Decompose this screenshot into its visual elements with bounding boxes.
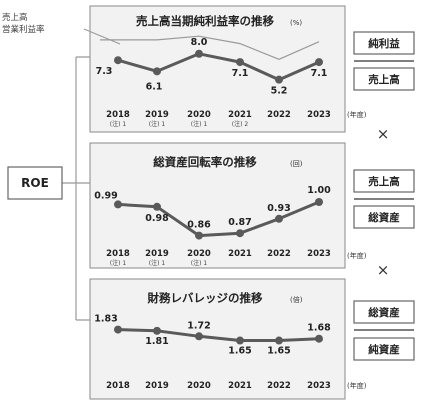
data-point-2-2023: [315, 198, 323, 206]
year-label-3-2022: 2022: [267, 381, 291, 391]
series-line-1: [117, 52, 320, 82]
year-note-1-2020: (注) 1: [191, 120, 208, 128]
numerator-label-2: 売上高: [368, 175, 400, 188]
data-label-3-2023: 1.68: [307, 323, 331, 334]
secondary-series-line: [100, 35, 320, 60]
numerator-box-1: [353, 31, 415, 55]
legend-leader-line: [83, 28, 121, 45]
data-label-2-2018: 0.99: [94, 190, 117, 201]
data-label-1-2020: 8.0: [191, 37, 208, 48]
data-point-1-2023: [315, 58, 323, 67]
denominator-label-3: 純資産: [368, 343, 400, 356]
chart-title-unit-2: (回): [290, 160, 303, 168]
unit-year-2: (年度): [347, 251, 367, 260]
year-label-1-2021: 2021: [228, 110, 252, 120]
year-label-2-2019: 2019: [145, 249, 169, 259]
data-point-3-2019: [153, 326, 161, 335]
year-label-3-2023: 2023: [307, 381, 331, 391]
data-label-2-2023: 1.00: [307, 185, 331, 196]
data-point-3-2022: [275, 336, 283, 345]
data-label-3-2021: 1.65: [228, 346, 251, 357]
data-point-2-2022: [275, 214, 283, 223]
roe-connector: [62, 56, 90, 321]
data-point-1-2020: [195, 49, 203, 58]
data-label-1-2023: 7.1: [311, 68, 328, 79]
unit-year-3: (年度): [347, 381, 367, 390]
data-label-3-2022: 1.65: [267, 346, 290, 357]
data-label-3-2019: 1.81: [145, 336, 168, 347]
year-label-1-2018: 2018: [106, 110, 130, 120]
denominator-box-3: [353, 337, 415, 361]
data-label-2-2021: 0.87: [228, 217, 251, 228]
year-note-2-2020: (注) 1: [191, 259, 208, 267]
chart-title-unit-3: (倍): [290, 295, 303, 304]
data-label-1-2019: 6.1: [146, 81, 163, 92]
legend-note-line2: 営業利益率: [2, 24, 45, 35]
year-label-3-2020: 2020: [187, 381, 211, 391]
numerator-box-2: [353, 169, 415, 193]
data-point-3-2020: [195, 332, 203, 341]
denominator-box-1: [353, 67, 415, 91]
times-symbol-2: ×: [377, 261, 390, 279]
data-label-1-2021: 7.1: [232, 68, 249, 79]
numerator-box-3: [353, 300, 415, 324]
year-note-2-2018: (注) 1: [110, 259, 127, 267]
data-point-3-2023: [315, 334, 323, 343]
legend-note-line1: 売上高: [2, 12, 28, 23]
year-label-3-2019: 2019: [145, 381, 169, 391]
data-point-2-2021: [236, 229, 244, 238]
times-symbol-1: ×: [377, 125, 390, 143]
year-label-2-2023: 2023: [307, 249, 331, 259]
year-label-3-2021: 2021: [228, 381, 252, 391]
year-label-2-2018: 2018: [106, 249, 130, 259]
data-point-1-2019: [153, 67, 161, 76]
year-label-2-2022: 2022: [267, 249, 291, 259]
roe-label: ROE: [21, 176, 49, 190]
chart-title-3: 財務レバレッジの推移: [147, 291, 263, 305]
data-point-1-2018: [114, 56, 122, 65]
unit-year-1: (年度): [347, 110, 367, 119]
year-note-1-2021: (注) 2: [232, 120, 249, 128]
data-point-2-2020: [195, 231, 203, 240]
data-label-3-2018: 1.83: [94, 314, 117, 325]
year-note-2-2019: (注) 1: [149, 259, 166, 267]
chart-title-2: 総資産回転率の推移: [153, 155, 257, 169]
data-label-2-2019: 0.98: [145, 213, 169, 224]
chart-title-1: 売上高当期純利益率の推移: [136, 14, 274, 28]
year-label-2-2021: 2021: [228, 249, 252, 259]
year-note-1-2019: (注) 1: [149, 120, 166, 128]
data-label-3-2020: 1.72: [187, 320, 210, 331]
numerator-label-3: 総資産: [368, 306, 400, 319]
data-label-1-2018: 7.3: [96, 66, 113, 77]
numerator-label-1: 純利益: [368, 37, 400, 50]
year-label-1-2022: 2022: [267, 110, 291, 120]
data-point-3-2021: [236, 336, 244, 345]
data-point-2-2019: [153, 202, 161, 211]
year-label-1-2023: 2023: [307, 110, 331, 120]
year-label-1-2019: 2019: [145, 110, 169, 120]
year-label-2-2020: 2020: [187, 249, 211, 259]
data-point-1-2021: [236, 58, 244, 67]
year-label-1-2020: 2020: [187, 110, 211, 120]
data-label-2-2020: 0.86: [187, 220, 211, 231]
data-point-2-2018: [114, 200, 122, 209]
data-label-1-2022: 5.2: [271, 86, 288, 97]
denominator-label-2: 総資産: [368, 211, 400, 224]
chart-title-unit-1: (%): [290, 19, 302, 27]
data-point-1-2022: [275, 75, 283, 84]
series-line-2: [117, 200, 320, 238]
data-label-2-2022: 0.93: [267, 203, 290, 214]
data-point-3-2018: [114, 325, 122, 334]
series-line-3: [117, 328, 320, 342]
roe-box: [7, 166, 63, 200]
year-note-1-2018: (注) 1: [110, 120, 127, 128]
denominator-label-1: 売上高: [368, 73, 400, 86]
denominator-box-2: [353, 205, 415, 229]
year-label-3-2018: 2018: [106, 381, 130, 391]
